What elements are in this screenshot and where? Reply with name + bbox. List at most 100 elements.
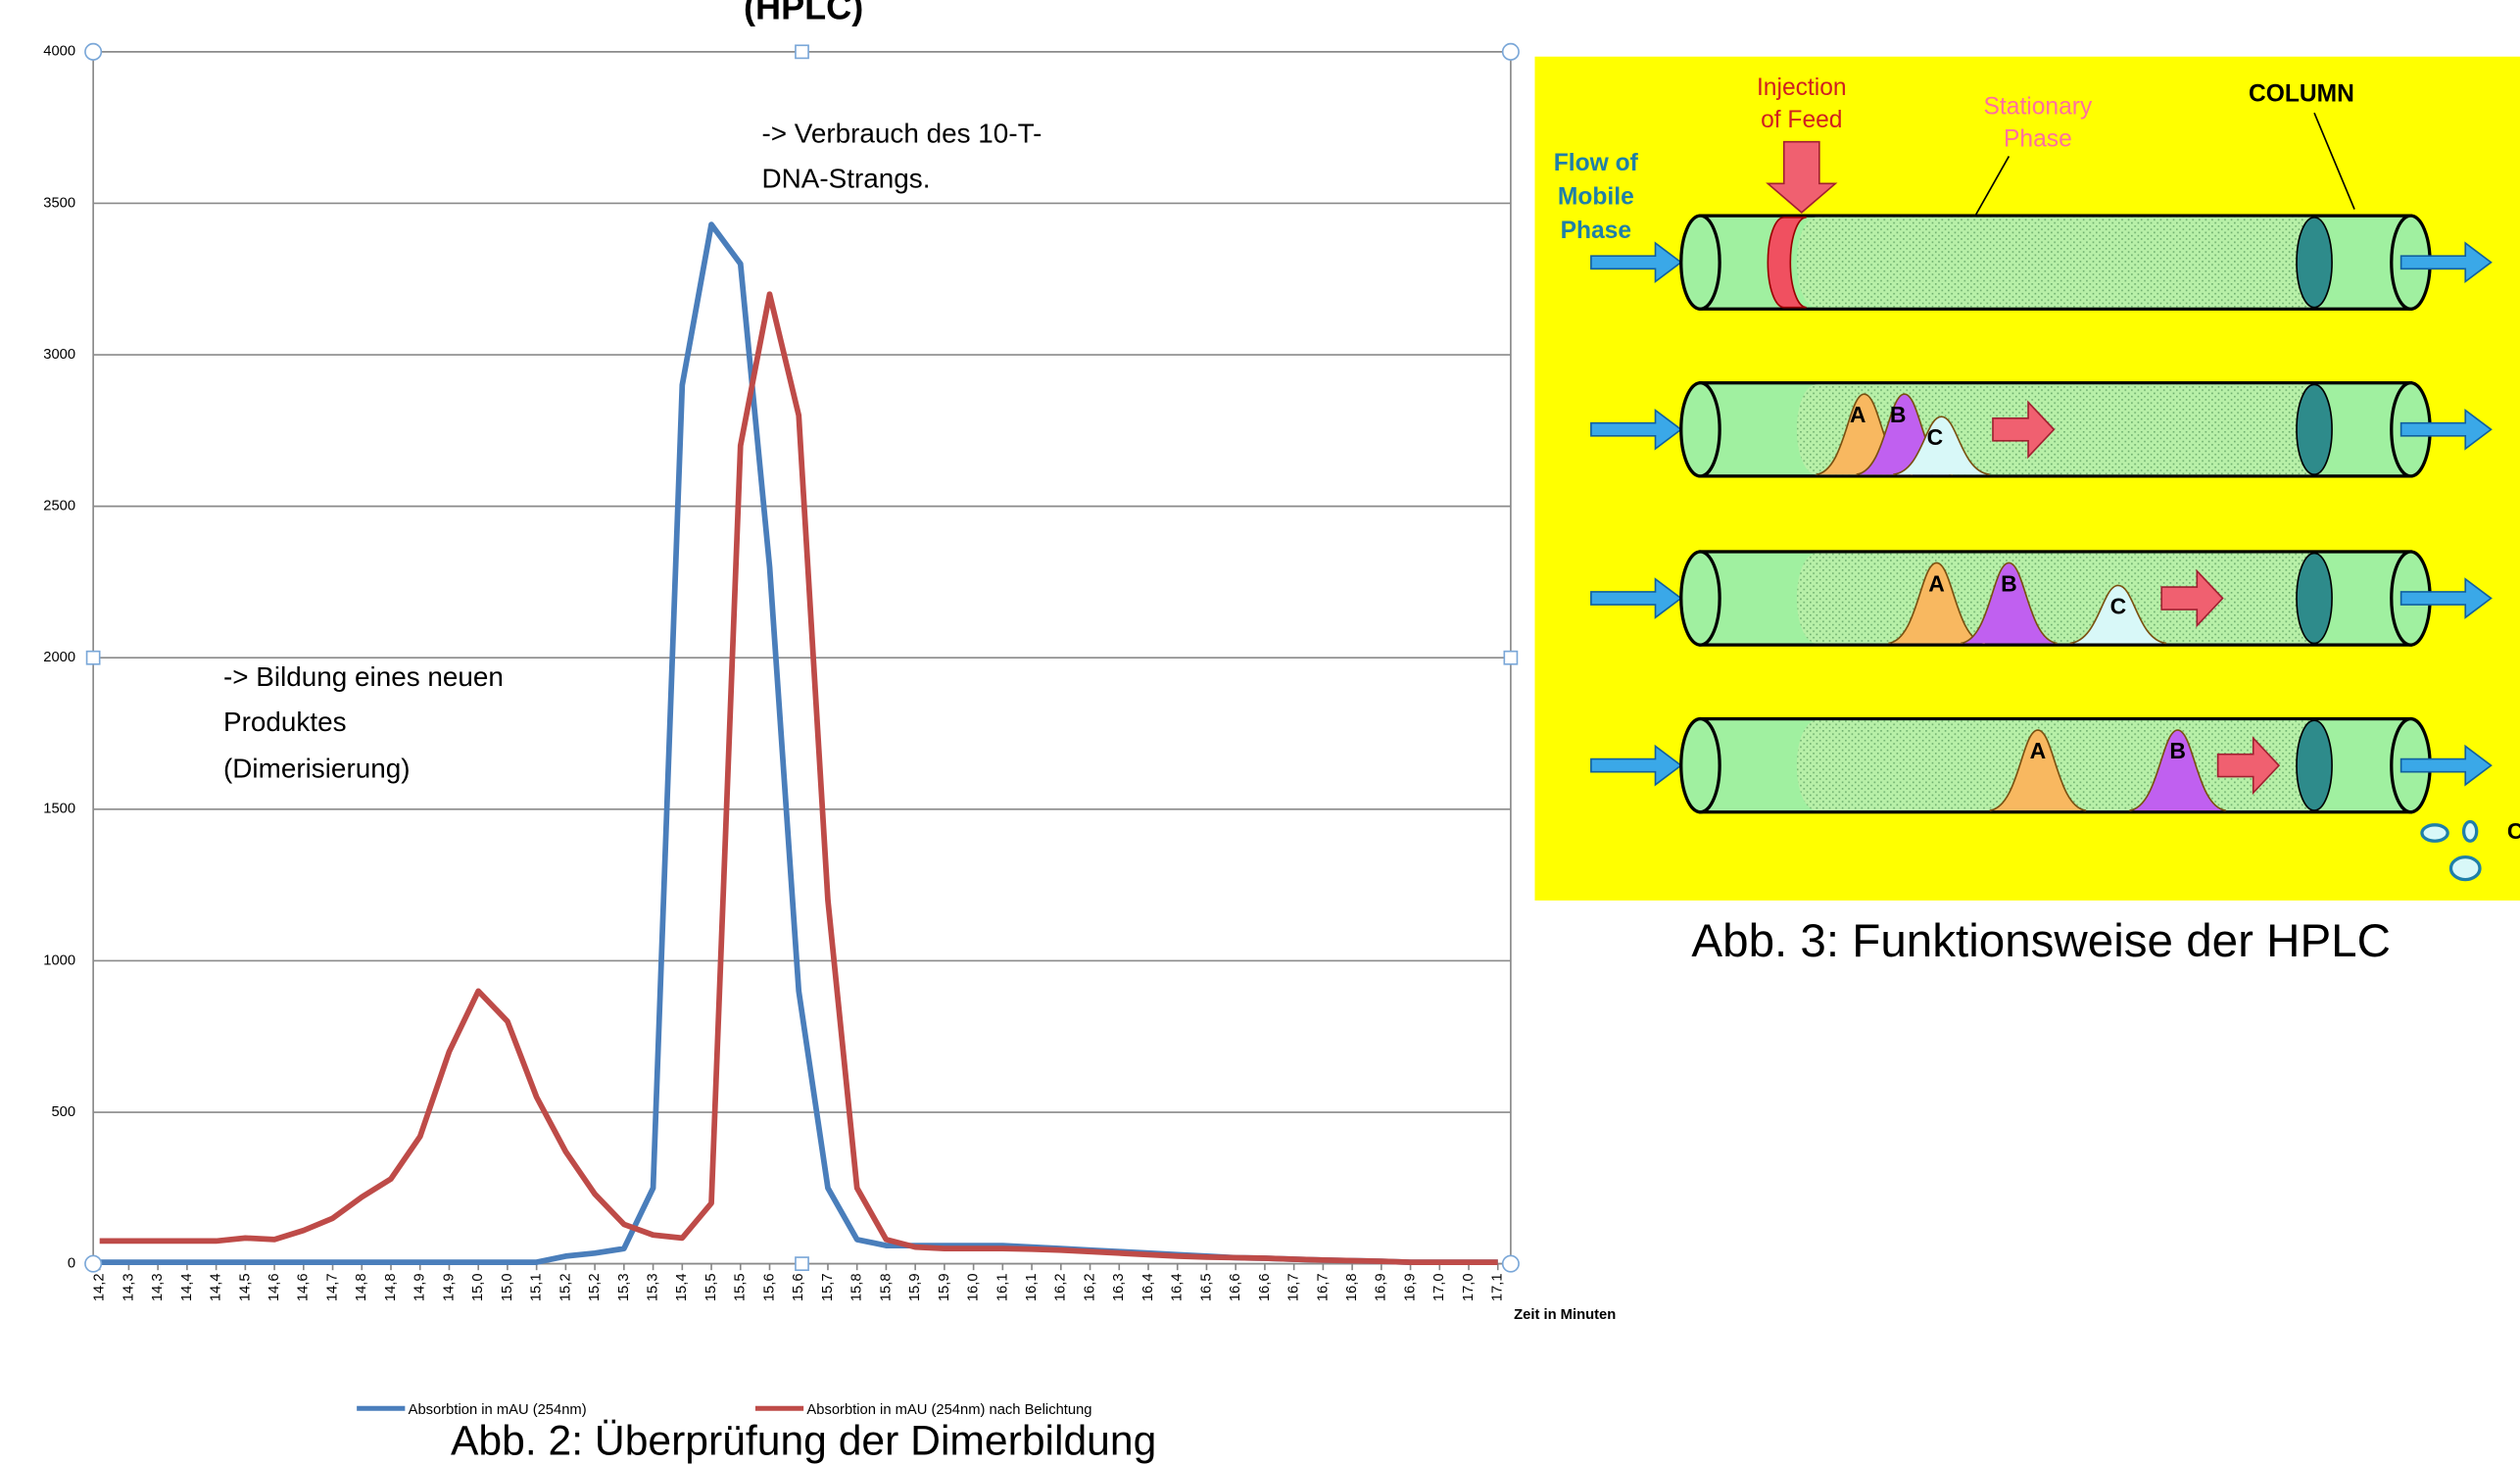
x-tick-label: 15,2 — [557, 1273, 573, 1301]
x-tick-label: 14,3 — [121, 1273, 136, 1301]
x-tick-label: 16,1 — [1024, 1273, 1040, 1301]
x-tick-label: 15,6 — [791, 1273, 806, 1301]
x-tick-label: 17,0 — [1431, 1273, 1447, 1301]
y-tick-label: 500 — [51, 1104, 75, 1120]
x-tick-label: 14,9 — [441, 1273, 457, 1301]
move-arrow — [1992, 400, 2056, 460]
chart-title: (HPLC) — [744, 0, 863, 27]
flow-arrow — [1590, 408, 1683, 451]
x-tick-label: 14,6 — [267, 1273, 282, 1301]
x-tick-label: 14,2 — [92, 1273, 108, 1301]
injection-label: of Feed — [1761, 107, 1842, 133]
x-tick-label: 16,7 — [1286, 1273, 1302, 1301]
move-arrow — [2160, 568, 2224, 628]
flow-label: Flow of — [1554, 150, 1639, 176]
pointer-line — [2313, 112, 2355, 210]
x-tick-label: 16,0 — [966, 1273, 982, 1301]
peak — [1893, 415, 1990, 476]
y-tick-label: 2000 — [43, 650, 75, 665]
x-tick-label: 15,9 — [937, 1273, 952, 1301]
x-tick-label: 16,2 — [1082, 1273, 1097, 1301]
x-tick-label: 16,6 — [1228, 1273, 1243, 1301]
flow-arrow — [1590, 744, 1683, 787]
peak-label: B — [2169, 738, 2186, 763]
y-tick-label: 3500 — [43, 195, 75, 211]
flow-arrow — [1590, 241, 1683, 284]
selection-handle — [84, 1254, 103, 1273]
x-tick-label: 15,7 — [820, 1273, 836, 1301]
x-tick-label: 15,3 — [645, 1273, 660, 1301]
y-tick-label: 4000 — [43, 44, 75, 60]
selection-handle — [84, 42, 103, 61]
x-tick-label: 17,1 — [1490, 1273, 1506, 1301]
y-tick-label: 0 — [68, 1256, 75, 1272]
column-inlet — [1679, 716, 1721, 814]
flow-arrow — [2399, 744, 2493, 787]
exit-droplet — [2448, 855, 2482, 882]
flow-arrow — [1590, 577, 1683, 619]
peak-label: C — [1927, 424, 1944, 450]
stationary-phase — [1796, 217, 2315, 308]
flow-label: Phase — [1561, 218, 1631, 244]
feed-band — [1767, 216, 1807, 309]
column-inlet — [1679, 550, 1721, 647]
legend-label: Absorbtion in mAU (254nm) nach Belichtun… — [806, 1402, 1091, 1418]
x-tick-label: 15,9 — [907, 1273, 923, 1301]
x-tick-label: 14,9 — [412, 1273, 428, 1301]
x-tick-label: 17,0 — [1461, 1273, 1477, 1301]
y-tick-label: 3000 — [43, 347, 75, 363]
x-tick-label: 14,5 — [237, 1273, 253, 1301]
x-tick-label: 15,8 — [849, 1273, 865, 1301]
x-tick-label: 16,1 — [994, 1273, 1010, 1301]
column-label: COLUMN — [2249, 81, 2354, 108]
annotation: -> Verbrauch des 10-T- — [762, 118, 1042, 148]
x-tick-label: 16,3 — [1111, 1273, 1127, 1301]
column-frit — [2296, 383, 2333, 476]
x-tick-label: 14,7 — [324, 1273, 340, 1301]
x-tick-label: 15,1 — [529, 1273, 545, 1301]
stationary-label: Phase — [2004, 126, 2072, 153]
x-tick-label: 16,9 — [1374, 1273, 1389, 1301]
peak — [2129, 729, 2226, 811]
x-tick-label: 15,0 — [500, 1273, 515, 1301]
y-tick-label: 2500 — [43, 499, 75, 514]
x-axis-label: Zeit in Minuten — [1514, 1307, 1616, 1323]
peak-label: B — [1890, 402, 1907, 427]
x-tick-label: 16,2 — [1053, 1273, 1069, 1301]
x-tick-label: 16,7 — [1315, 1273, 1331, 1301]
selection-handle — [1501, 42, 1520, 61]
x-tick-label: 15,8 — [878, 1273, 894, 1301]
exit-droplet — [2461, 819, 2479, 843]
data-line — [99, 291, 1498, 1265]
peak-label: A — [1928, 570, 1945, 596]
x-tick-label: 16,4 — [1170, 1273, 1186, 1301]
annotation: (Dimerisierung) — [223, 753, 411, 783]
diagram: Flow of Mobile Phase Injection of Feed S… — [1534, 56, 2520, 967]
y-tick-label: 1000 — [43, 952, 75, 968]
x-tick-label: 14,8 — [354, 1273, 369, 1301]
column-frit — [2296, 216, 2333, 309]
flow-arrow — [2399, 577, 2493, 619]
selection-handle — [795, 1256, 809, 1272]
x-tick-label: 14,3 — [150, 1273, 166, 1301]
x-tick-label: 16,8 — [1344, 1273, 1360, 1301]
x-tick-label: 14,4 — [209, 1273, 224, 1301]
stationary-label: Stationary — [1984, 94, 2093, 121]
chart-caption: Abb. 2: Überprüfung der Dimerbildung — [451, 1418, 1156, 1465]
peak-label: A — [2030, 738, 2047, 763]
column-frit — [2296, 552, 2333, 645]
column-inlet — [1679, 214, 1721, 311]
column-inlet — [1679, 381, 1721, 478]
peak — [1989, 729, 2087, 811]
exit-label: C — [2507, 818, 2520, 844]
exit-droplet — [2420, 823, 2449, 843]
annotation: -> Bildung eines neuen — [223, 661, 504, 692]
selection-handle — [85, 650, 101, 665]
peak-label: A — [1850, 402, 1866, 427]
x-tick-label: 14,4 — [179, 1273, 195, 1301]
x-tick-label: 15,6 — [761, 1273, 777, 1301]
injection-label: Injection — [1757, 74, 1847, 101]
annotation: DNA-Strangs. — [762, 163, 931, 193]
